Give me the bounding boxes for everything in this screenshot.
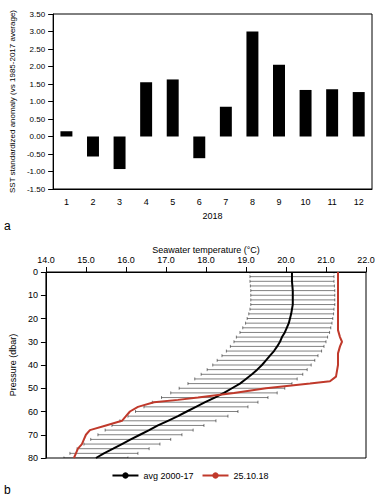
svg-text:Pressure (dbar): Pressure (dbar) [8, 334, 18, 397]
svg-text:15.0: 15.0 [77, 255, 95, 265]
svg-text:1.00: 1.00 [30, 97, 46, 106]
svg-text:10: 10 [301, 197, 311, 207]
svg-text:0: 0 [33, 267, 38, 277]
svg-text:22.0: 22.0 [357, 255, 375, 265]
svg-text:80: 80 [28, 453, 38, 463]
svg-text:11: 11 [327, 197, 336, 207]
svg-text:21.0: 21.0 [317, 255, 335, 265]
svg-text:5: 5 [170, 197, 175, 207]
svg-text:b: b [4, 483, 11, 497]
svg-text:20.0: 20.0 [277, 255, 295, 265]
svg-text:-1.50: -1.50 [27, 185, 46, 194]
svg-text:SST standardized anomaly (vs 1: SST standardized anomaly (vs 1985-2017 a… [8, 10, 17, 193]
svg-text:2018: 2018 [203, 211, 223, 221]
svg-text:8: 8 [250, 197, 255, 207]
svg-text:18.0: 18.0 [197, 255, 215, 265]
svg-text:14.0: 14.0 [37, 255, 55, 265]
svg-text:20: 20 [28, 314, 38, 324]
svg-text:9: 9 [276, 197, 281, 207]
svg-text:4: 4 [144, 197, 149, 207]
svg-text:6: 6 [197, 197, 202, 207]
svg-text:0.00: 0.00 [30, 132, 46, 141]
svg-text:2.00: 2.00 [30, 62, 46, 71]
svg-text:3: 3 [117, 197, 122, 207]
svg-text:12: 12 [354, 197, 364, 207]
svg-text:Seawater temperature (°C): Seawater temperature (°C) [152, 245, 260, 255]
svg-text:40: 40 [28, 360, 38, 370]
svg-text:0.50: 0.50 [30, 115, 46, 124]
svg-text:17.0: 17.0 [157, 255, 175, 265]
svg-text:2: 2 [90, 197, 95, 207]
svg-text:60: 60 [28, 407, 38, 417]
svg-text:50: 50 [28, 383, 38, 393]
svg-text:70: 70 [28, 430, 38, 440]
svg-text:avg 2000-17: avg 2000-17 [143, 471, 193, 481]
svg-text:1: 1 [64, 197, 69, 207]
svg-text:30: 30 [28, 337, 38, 347]
svg-text:25.10.18: 25.10.18 [234, 471, 269, 481]
svg-text:10: 10 [28, 290, 38, 300]
svg-text:3.00: 3.00 [30, 27, 46, 36]
svg-text:16.0: 16.0 [117, 255, 135, 265]
svg-text:3.50: 3.50 [30, 10, 46, 19]
svg-text:-1.00: -1.00 [27, 167, 46, 176]
svg-text:1.50: 1.50 [30, 80, 46, 89]
svg-text:7: 7 [223, 197, 228, 207]
svg-text:2.50: 2.50 [30, 45, 46, 54]
svg-text:a: a [4, 219, 11, 233]
svg-text:-0.50: -0.50 [27, 150, 46, 159]
svg-text:19.0: 19.0 [237, 255, 255, 265]
